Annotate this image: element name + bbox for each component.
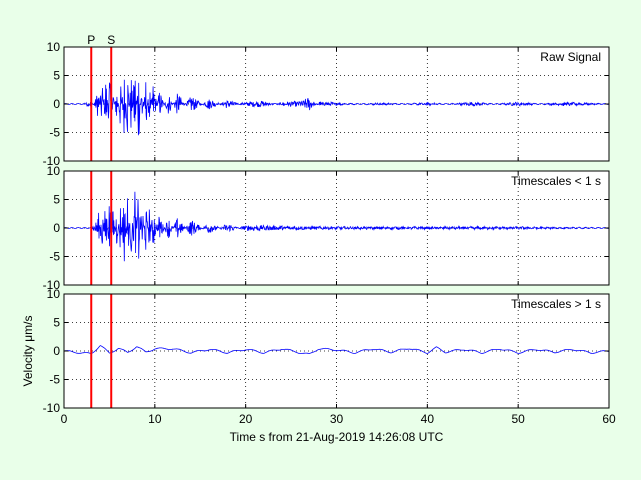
x-tick-label: 10 [148, 412, 162, 426]
y-tick-label: 0 [53, 221, 60, 235]
p-phase-label: P [87, 33, 95, 47]
y-tick-label: 5 [53, 193, 60, 207]
seismic-trace [63, 79, 610, 136]
panel-title: Timescales < 1 s [511, 174, 601, 188]
y-tick-label: 10 [47, 40, 61, 54]
y-tick-label: -10 [43, 401, 61, 415]
x-tick-label: 30 [330, 412, 344, 426]
y-tick-label: 0 [53, 97, 60, 111]
panels: -10 -5 0 5 10 Raw Signal -10 -5 0 5 10 Timescales <… [43, 40, 616, 426]
y-tick-label: -5 [49, 126, 60, 140]
y-tick-label: 5 [53, 316, 60, 330]
seismic-trace [63, 191, 610, 262]
seismic-trace [63, 345, 609, 355]
x-tick-label: 50 [511, 412, 525, 426]
y-tick-label: -5 [49, 373, 60, 387]
y-axis-label: Velocity μm/s [21, 316, 35, 387]
y-tick-label: -10 [43, 154, 61, 168]
panel-2: -10 -5 0 5 10 Timescales < 1 s [43, 164, 610, 292]
y-tick-label: 10 [47, 287, 61, 301]
y-tick-label: 5 [53, 69, 60, 83]
panel-3: -10 -5 0 5 10 0 10 20 30 40 50 60 Timescales > 1 s [43, 287, 616, 426]
x-tick-label: 40 [421, 412, 435, 426]
tick-labels: -10 -5 0 5 10 0 10 20 30 40 50 60 [43, 287, 616, 426]
y-tick-label: 10 [47, 164, 61, 178]
x-tick-label: 0 [61, 412, 68, 426]
s-phase-label: S [107, 33, 115, 47]
x-axis-label: Time s from 21-Aug-2019 14:26:08 UTC [230, 430, 444, 444]
tick-labels: -10 -5 0 5 10 [43, 164, 610, 292]
panel-title: Timescales > 1 s [511, 297, 601, 311]
phase-labels: P S [87, 33, 115, 47]
x-tick-label: 60 [602, 412, 616, 426]
y-tick-label: -5 [49, 250, 60, 264]
tick-labels: -10 -5 0 5 10 [43, 40, 610, 168]
panel-1: -10 -5 0 5 10 Raw Signal [43, 40, 610, 168]
y-tick-label: 0 [53, 344, 60, 358]
x-tick-label: 20 [239, 412, 253, 426]
panel-title: Raw Signal [540, 50, 601, 64]
y-tick-label: -10 [43, 278, 61, 292]
